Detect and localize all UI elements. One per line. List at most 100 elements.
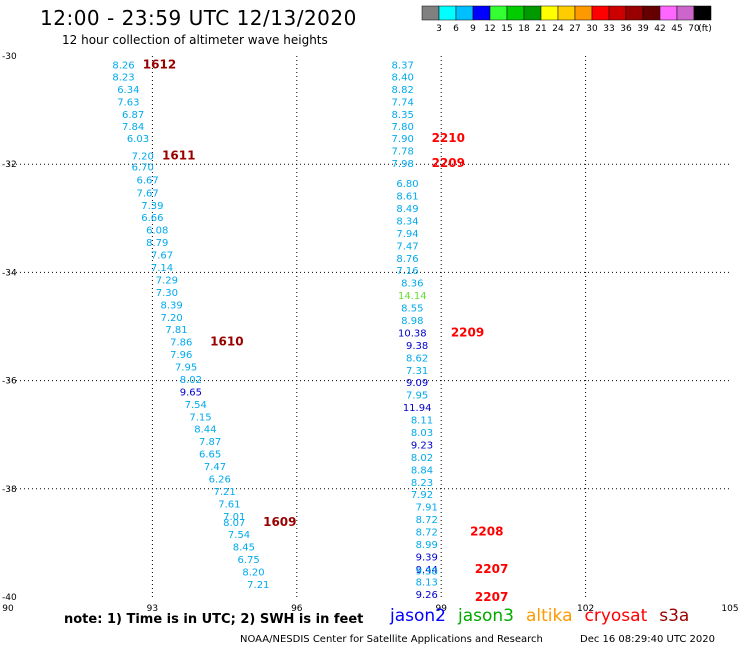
pass-label: 1611	[162, 149, 195, 163]
colorbar-label: 42	[654, 24, 665, 34]
wave-height-value: 7.21	[247, 580, 269, 591]
y-tick-label: -36	[2, 377, 17, 387]
wave-height-value: 7.14	[151, 263, 173, 274]
colorbar-label: 24	[552, 24, 564, 34]
wave-height-value: 8.72	[416, 515, 438, 526]
wave-height-value: 9.38	[416, 566, 438, 577]
wave-height-value: 8.45	[233, 543, 255, 554]
wave-height-value: 6.75	[238, 555, 260, 566]
wave-height-value: 7.61	[218, 499, 240, 510]
wave-height-value: 8.72	[416, 528, 438, 539]
wave-height-value: 7.39	[141, 201, 163, 212]
pass-label: 2209	[432, 156, 465, 170]
wave-height-value: 8.23	[411, 478, 433, 489]
x-tick-label: 96	[291, 604, 303, 614]
y-tick-label: -40	[2, 593, 17, 603]
wave-height-value: 7.21	[213, 487, 235, 498]
colorbar-label: 12	[484, 24, 495, 34]
wave-height-value: 7.16	[396, 266, 418, 277]
wave-height-value: 9.44	[416, 565, 438, 576]
wave-height-value: 7.20	[132, 152, 154, 163]
colorbar-label: 21	[535, 24, 546, 34]
wave-height-value: 9.38	[406, 341, 428, 352]
wave-height-value: 6.34	[117, 85, 139, 96]
wave-height-value: 8.26	[112, 61, 134, 72]
mission-legend: jason2 jason3 altika cryosat s3a	[390, 606, 701, 626]
colorbar: 3 6 9 12 15 18 21 24 27 30 33 36 39 42 45 70(ft)	[421, 5, 712, 34]
wave-height-value: 8.36	[401, 279, 423, 290]
wave-height-value: 10.38	[398, 328, 427, 339]
wave-height-value: 8.82	[392, 85, 414, 96]
wave-height-value: 6.66	[141, 213, 163, 224]
wave-height-value: 7.47	[396, 241, 418, 252]
y-tick-label: -32	[2, 160, 17, 170]
wave-height-value: 7.31	[406, 366, 428, 377]
wave-height-value: 7.87	[199, 437, 221, 448]
wave-height-value: 11.94	[403, 403, 432, 414]
wave-height-value: 6.70	[132, 162, 154, 173]
colorbar-label: 33	[603, 24, 614, 34]
wave-height-value: 8.79	[146, 238, 168, 249]
wave-height-value: 8.76	[396, 254, 418, 265]
wave-height-value: 8.23	[112, 73, 134, 84]
wave-height-value: 7.80	[392, 122, 414, 133]
wave-height-value: 7.95	[175, 363, 197, 374]
x-tick-label: 102	[577, 604, 594, 614]
wave-height-value: 8.98	[401, 316, 423, 327]
wave-height-value: 7.84	[122, 122, 144, 133]
wave-height-value: 7.78	[392, 147, 414, 158]
footer-timestamp: Dec 16 08:29:40 UTC 2020	[580, 634, 715, 645]
wave-height-value: 14.14	[398, 291, 427, 302]
colorbar-swatch	[693, 5, 712, 21]
wave-height-value: 6.87	[122, 110, 144, 121]
wave-height-value: 6.80	[396, 179, 418, 190]
wave-height-value: 7.96	[170, 350, 192, 361]
colorbar-label: 27	[569, 24, 580, 34]
colorbar-label: 3	[436, 24, 442, 34]
colorbar-label: 18	[518, 24, 530, 34]
x-tick-label: 93	[147, 604, 158, 614]
x-tick-label: 99	[435, 604, 447, 614]
wave-height-value: 7.15	[189, 412, 211, 423]
wave-height-value: 8.02	[180, 375, 202, 386]
wave-height-value: 7.86	[170, 338, 192, 349]
colorbar-unit: (ft)	[698, 24, 712, 34]
wave-height-value: 7.81	[165, 325, 187, 336]
mission-legend-jason2: jason2	[390, 606, 446, 626]
y-tick-label: -38	[2, 485, 17, 495]
mission-legend-altika: altika	[526, 606, 573, 626]
y-tick-label: -30	[2, 52, 17, 62]
colorbar-label: 45	[671, 24, 682, 34]
wave-height-value: 8.61	[396, 192, 418, 203]
pass-label: 2209	[451, 325, 484, 339]
wave-height-value: 7.90	[392, 134, 414, 145]
pass-label: 2208	[470, 525, 503, 539]
wave-height-value: 8.37	[392, 61, 414, 72]
wave-height-value: 8.11	[411, 416, 433, 427]
wave-height-value: 7.63	[117, 97, 139, 108]
wave-height-value: 8.35	[392, 110, 414, 121]
wave-height-value: 7.30	[156, 288, 178, 299]
wave-height-value: 8.40	[392, 73, 414, 84]
header-title: 12:00 - 23:59 UTC 12/13/2020	[40, 6, 357, 30]
wave-height-value: 6.03	[127, 134, 149, 145]
colorbar-label: 70	[688, 24, 700, 34]
colorbar-label: 15	[501, 24, 512, 34]
colorbar-label: 39	[637, 24, 649, 34]
wave-height-value: 8.62	[406, 353, 428, 364]
wave-height-value: 8.49	[396, 204, 418, 215]
units-note: note: 1) Time is in UTC; 2) SWH is in fe…	[64, 612, 364, 627]
wave-height-value: 9.09	[406, 378, 428, 389]
wave-height-value: 7.95	[406, 391, 428, 402]
wave-height-value: 7.54	[185, 400, 207, 411]
pass-label: 1612	[143, 58, 176, 72]
x-tick-label: 90	[2, 604, 14, 614]
wave-height-value: 6.65	[199, 450, 221, 461]
footer-credit: NOAA/NESDIS Center for Satellite Applica…	[240, 634, 543, 645]
pass-label: 1610	[210, 335, 243, 349]
y-tick-label: -34	[2, 268, 17, 278]
wave-height-value: 9.65	[180, 387, 202, 398]
colorbar-label: 30	[586, 24, 598, 34]
wave-height-value: 7.92	[411, 490, 433, 501]
wave-height-value: 6.08	[146, 226, 168, 237]
